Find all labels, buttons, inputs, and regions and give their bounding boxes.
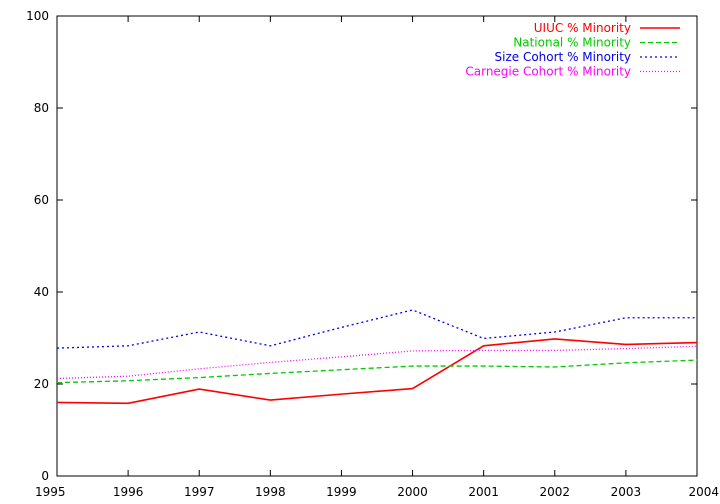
- x-tick-label: 2003: [611, 485, 642, 499]
- legend-label: Carnegie Cohort % Minority: [465, 65, 631, 79]
- y-tick-label: 80: [34, 101, 49, 115]
- x-tick-label: 1997: [184, 485, 215, 499]
- x-tick-label: 2002: [540, 485, 571, 499]
- series-line-2: [56, 359, 698, 384]
- x-tick-label: 1999: [326, 485, 357, 499]
- series-line-1: [56, 338, 698, 405]
- plot-frame: [56, 15, 698, 477]
- y-tick-label: 40: [34, 285, 49, 299]
- x-tick-label: 2004: [688, 485, 719, 499]
- legend-label: National % Minority: [513, 36, 631, 50]
- x-tick-label: 2000: [397, 485, 428, 499]
- x-tick-label: 2001: [468, 485, 499, 499]
- series-lines: [56, 309, 698, 405]
- x-tick-label: 1996: [113, 485, 144, 499]
- y-tick-label: 60: [34, 193, 49, 207]
- y-tick-label: 0: [41, 469, 49, 483]
- series-line-3: [56, 309, 697, 349]
- y-tick-label: 100: [26, 9, 49, 23]
- y-tick-label: 20: [34, 377, 49, 391]
- legend-label: UIUC % Minority: [534, 21, 631, 35]
- series-line-4: [56, 345, 698, 380]
- x-tick-label: 1995: [35, 485, 66, 499]
- axis-ticks: 0 20 40 60 80 100 1995 1996 1997 1998 1999 2000 2001…: [26, 9, 719, 499]
- x-tick-label: 1998: [255, 485, 286, 499]
- legend-label: Size Cohort % Minority: [495, 50, 632, 64]
